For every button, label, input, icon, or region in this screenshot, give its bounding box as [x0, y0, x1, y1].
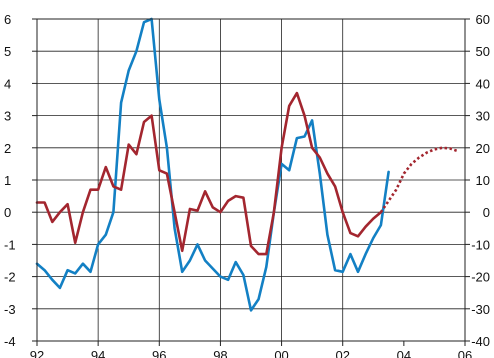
series-lines: [35, 17, 458, 312]
x-tick-label: 00: [274, 348, 288, 358]
x-tick-label: 96: [152, 348, 166, 358]
right-tick-label: 30: [476, 109, 490, 124]
left-tick-label: 4: [4, 76, 11, 91]
left-tick-label: -1: [4, 237, 16, 252]
left-tick-label: 3: [4, 109, 11, 124]
right-tick-label: 0: [483, 205, 490, 220]
right-tick-label: -20: [471, 270, 490, 285]
x-tick-label: 92: [30, 348, 44, 358]
tick-labels: -4-3-2-10123456-40-30-20-100102030405060…: [4, 12, 490, 358]
left-tick-label: 6: [4, 12, 11, 27]
x-tick-label: 04: [397, 348, 411, 358]
x-tick-label: 06: [458, 348, 472, 358]
right-tick-label: -30: [471, 302, 490, 317]
left-tick-label: -4: [4, 334, 16, 349]
right-tick-label: 20: [476, 141, 490, 156]
left-tick-label: -3: [4, 302, 16, 317]
left-tick-label: 5: [4, 44, 11, 59]
right-tick-label: -40: [471, 334, 490, 349]
left-tick-label: 2: [4, 141, 11, 156]
right-tick-label: 60: [476, 12, 490, 27]
x-tick-label: 98: [213, 348, 227, 358]
left-tick-label: -2: [4, 270, 16, 285]
right-tick-label: 50: [476, 44, 490, 59]
series-line-1: [35, 17, 390, 312]
right-tick-label: 40: [476, 76, 490, 91]
right-tick-label: 10: [476, 173, 490, 188]
left-tick-label: 1: [4, 173, 11, 188]
axis-ticks: [32, 18, 470, 346]
x-tick-label: 02: [335, 348, 349, 358]
left-tick-label: 0: [4, 205, 11, 220]
x-tick-label: 94: [91, 348, 105, 358]
series-line-2: [35, 91, 383, 256]
series-line-3-forecast: [379, 146, 458, 213]
right-tick-label: -10: [471, 237, 490, 252]
grid-lines: [37, 19, 465, 341]
